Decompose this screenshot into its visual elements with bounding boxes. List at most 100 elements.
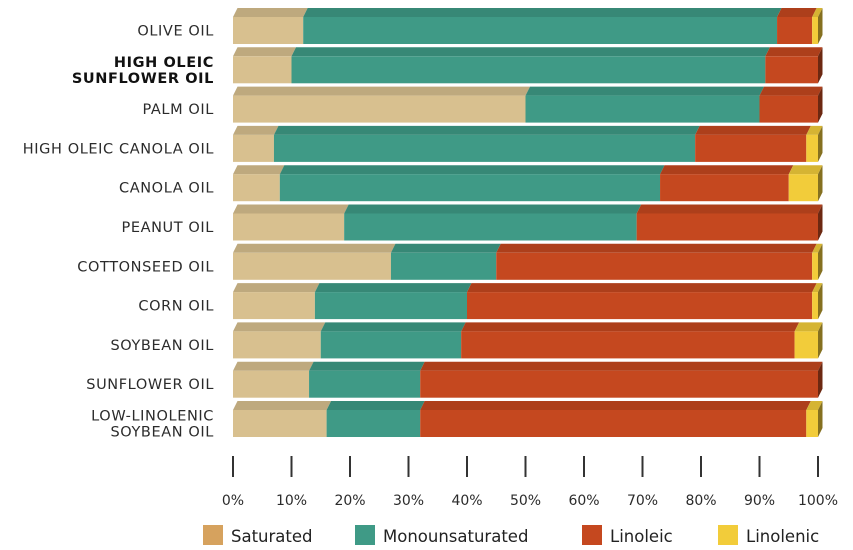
category-label: COTTONSEED OIL [77, 259, 214, 275]
bar-front-face [420, 410, 807, 437]
bar-end-cap [818, 361, 823, 398]
bar-front-face [496, 252, 813, 280]
bar-row [233, 125, 823, 162]
category-label: CORN OIL [138, 299, 214, 315]
bar-top-face [420, 361, 823, 371]
bar-segment-monounsaturated [344, 204, 642, 241]
bar-front-face [777, 17, 813, 44]
bar-front-face [233, 17, 304, 44]
bar-end-cap [818, 322, 823, 359]
bar-row [233, 243, 823, 280]
category-label: LOW-LINOLENIC SOYBEAN OIL [91, 409, 214, 441]
bar-segment-monounsaturated [291, 47, 770, 84]
bar-front-face [233, 252, 391, 280]
legend-label-linolenic: Linolenic [746, 527, 819, 546]
bar-top-face [233, 361, 314, 371]
bar-top-face [291, 47, 770, 57]
bar-top-face [695, 125, 811, 135]
bar-front-face [233, 213, 345, 241]
bar-segment-linolenic [806, 401, 823, 437]
x-tick-label: 90% [744, 493, 775, 509]
x-tick-label: 50% [510, 493, 541, 509]
bar-top-face [660, 165, 794, 175]
bar-front-face [273, 134, 696, 162]
bar-segment-linolenic [788, 165, 823, 202]
bar-segment-monounsaturated [314, 283, 472, 320]
bar-top-face [812, 283, 823, 293]
bar-segment-linoleic [420, 361, 823, 398]
legend-swatch-linolenic [718, 525, 738, 545]
bar-front-face [326, 410, 421, 437]
bar-segment-saturated [233, 165, 285, 202]
bar-front-face [233, 370, 310, 398]
bar-top-face [806, 401, 823, 410]
bar-segment-saturated [233, 283, 320, 320]
bar-top-face [233, 322, 326, 332]
bar-front-face [660, 174, 789, 202]
bar-front-face [695, 134, 807, 162]
x-tick-label: 70% [627, 493, 658, 509]
bar-segment-saturated [233, 125, 279, 162]
bar-front-face [461, 331, 795, 359]
bar-segment-linoleic [759, 86, 823, 123]
bar-front-face [233, 95, 526, 123]
legend-label-linoleic: Linoleic [610, 527, 673, 546]
bar-end-cap [818, 47, 823, 84]
bar-row [233, 401, 823, 437]
bar-end-cap [818, 204, 823, 241]
bar-row [233, 322, 823, 359]
bar-segment-saturated [233, 322, 326, 359]
bar-end-cap [818, 283, 823, 320]
legend-swatch-linoleic [582, 525, 602, 545]
bar-front-face [420, 370, 818, 398]
bar-segment-linoleic [765, 47, 823, 84]
x-tick-label: 10% [276, 493, 307, 509]
bar-segment-linoleic [467, 283, 817, 320]
bar-segment-saturated [233, 47, 296, 84]
x-tick-label: 60% [568, 493, 599, 509]
bar-front-face [303, 17, 778, 44]
bar-segment-monounsaturated [303, 8, 782, 44]
bar-segment-linolenic [812, 8, 823, 44]
bar-front-face [233, 56, 292, 84]
bar-top-face [320, 322, 466, 332]
bar-segment-saturated [233, 86, 530, 123]
bar-row [233, 8, 823, 44]
bar-front-face [788, 174, 818, 202]
bar-top-face [390, 243, 501, 253]
bar-front-face [279, 174, 661, 202]
bar-top-face [812, 243, 823, 253]
bars-layer [233, 8, 823, 437]
bar-segment-linolenic [806, 125, 823, 162]
bar-segment-monounsaturated [320, 322, 466, 359]
bar-front-face [309, 370, 421, 398]
category-label: CANOLA OIL [119, 181, 214, 197]
bar-segment-linoleic [461, 322, 800, 359]
bar-front-face [525, 95, 760, 123]
bar-segment-linolenic [812, 243, 823, 280]
bar-top-face [233, 283, 320, 293]
bar-segment-linoleic [695, 125, 811, 162]
bar-top-face [788, 165, 823, 175]
bar-segment-saturated [233, 204, 349, 241]
bar-front-face [233, 331, 321, 359]
bar-row [233, 165, 823, 202]
bar-top-face [279, 165, 665, 175]
bar-segment-linolenic [794, 322, 823, 359]
bar-end-cap [818, 8, 823, 44]
category-labels: OLIVE OIL HIGH OLEIC SUNFLOWER OIL PALM OIL… [23, 24, 214, 441]
bar-top-face [326, 401, 425, 410]
bar-row [233, 361, 823, 398]
bar-row [233, 47, 823, 84]
bar-end-cap [818, 86, 823, 123]
bar-top-face [309, 361, 425, 371]
x-tick-label: 40% [451, 493, 482, 509]
bar-front-face [636, 213, 818, 241]
bar-top-face [233, 125, 279, 135]
bar-front-face [320, 331, 462, 359]
bar-front-face [233, 174, 280, 202]
bar-top-face [314, 283, 472, 293]
bar-segment-linoleic [777, 8, 817, 44]
bar-front-face [794, 331, 818, 359]
